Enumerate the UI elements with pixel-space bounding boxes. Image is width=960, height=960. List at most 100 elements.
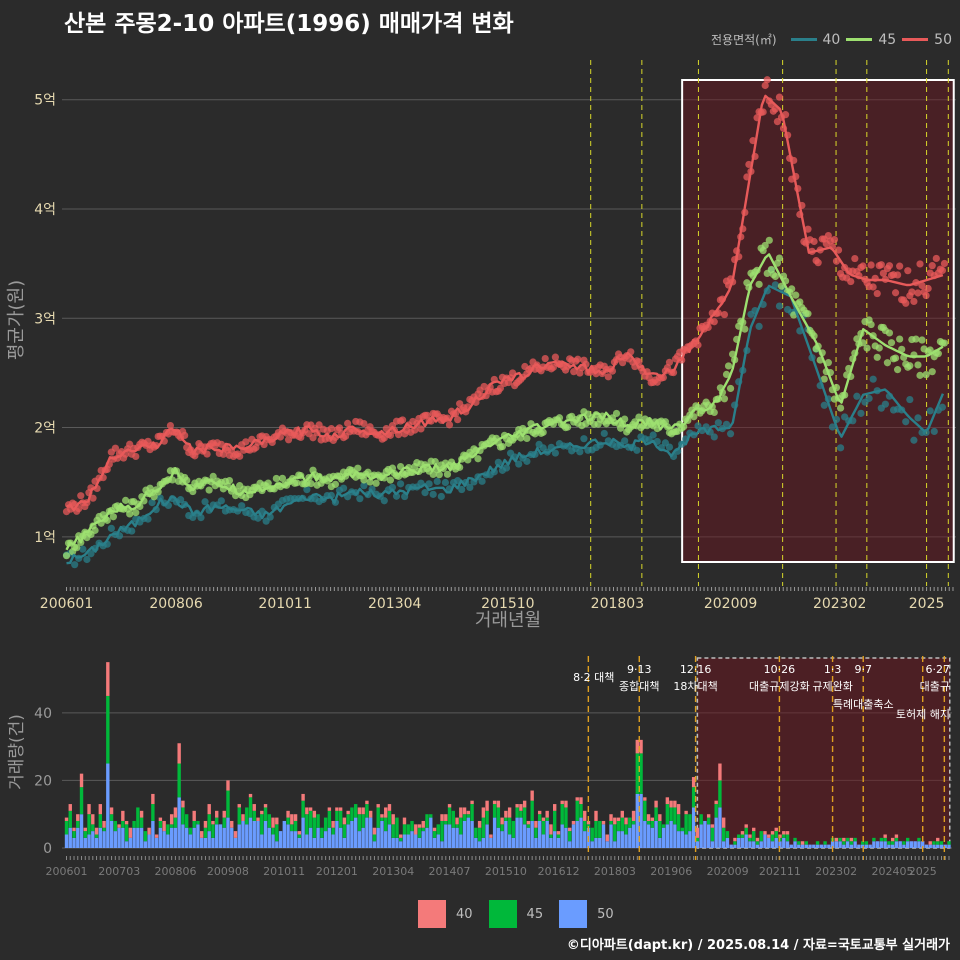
volume-bar-45 [853, 837, 857, 842]
scatter-point-50 [814, 259, 822, 267]
volume-bar-45 [293, 820, 298, 832]
scatter-point-45 [635, 413, 643, 421]
volume-bar-50 [624, 834, 628, 848]
chart-title: 산본 주몽2-10 아파트(1996) 매매가격 변화 [64, 11, 514, 37]
scatter-point-45 [264, 479, 272, 487]
scatter-point-50 [360, 420, 368, 428]
scatter-point-50 [938, 266, 947, 275]
volume-bar-40 [785, 831, 790, 835]
volume-bar-50 [151, 820, 155, 848]
volume-bar-45 [744, 827, 748, 835]
volume-bar-40 [537, 810, 542, 815]
scatter-point-40 [441, 478, 450, 487]
scatter-point-45 [775, 254, 784, 262]
volume-bar-50 [350, 820, 354, 848]
volume-bar-50 [733, 844, 737, 848]
volume-bar-45 [417, 827, 422, 838]
volume-bar-50 [643, 820, 647, 848]
volume-bar-45 [534, 827, 538, 838]
volume-bar-50 [590, 841, 594, 848]
y-axis-title: 거래량(건) [7, 714, 27, 790]
legend-line-50 [902, 38, 929, 41]
volume-bar-50 [215, 824, 219, 848]
volume-bar-50 [166, 834, 170, 848]
volume-bar-50 [380, 820, 384, 848]
volume-bar-45 [323, 817, 328, 832]
volume-bar-50 [665, 824, 670, 848]
volume-bar-45 [872, 837, 876, 842]
volume-bar-50 [507, 834, 512, 848]
volume-bar-50 [759, 841, 763, 848]
volume-bar-40 [564, 800, 568, 808]
volume-bar-40 [335, 807, 339, 811]
volume-bar-50 [312, 837, 317, 848]
volume-bar-50 [564, 827, 568, 848]
legend-swatch-45 [488, 900, 517, 928]
scatter-point-45 [722, 370, 731, 378]
scatter-point-40 [421, 489, 429, 497]
volume-bar-50 [384, 831, 388, 848]
volume-bar-50 [387, 824, 392, 848]
volume-bar-45 [215, 817, 219, 825]
volume-bar-45 [275, 824, 279, 842]
volume-bar-45 [804, 841, 808, 845]
volume-bar-50 [767, 837, 771, 848]
x-tick-label: 201304 [372, 865, 414, 878]
volume-bar-40 [519, 804, 523, 811]
scatter-point-45 [926, 346, 934, 354]
volume-bar-45 [387, 810, 392, 825]
volume-bar-40 [102, 820, 106, 828]
volume-bar-50 [489, 837, 493, 848]
volume-bar-50 [109, 820, 114, 848]
scatter-point-40 [853, 392, 861, 400]
volume-bar-45 [124, 824, 129, 842]
annotation-date: 10·26 [764, 663, 796, 676]
volume-bar-45 [894, 837, 899, 842]
scatter-point-45 [225, 476, 234, 485]
volume-bar-40 [706, 814, 711, 818]
volume-bar-40 [447, 804, 452, 808]
volume-bar-40 [770, 831, 775, 835]
scatter-point-40 [828, 423, 837, 431]
volume-bar-50 [417, 837, 422, 848]
volume-bar-50 [522, 824, 527, 848]
volume-bar-50 [297, 837, 302, 848]
scatter-point-45 [331, 480, 340, 488]
scatter-point-45 [386, 476, 395, 484]
volume-bar-50 [162, 831, 166, 848]
volume-bar-50 [515, 817, 519, 848]
volume-bar-50 [714, 817, 718, 848]
volume-bar-40 [530, 790, 534, 801]
volume-bar-45 [522, 807, 527, 825]
volume-bar-50 [331, 834, 335, 848]
volume-bar-45 [87, 814, 91, 835]
volume-bar-40 [79, 773, 84, 788]
volume-bar-45 [579, 804, 583, 818]
scatter-point-45 [820, 375, 828, 383]
scatter-point-50 [928, 262, 936, 270]
annotation-text: 18차대책 [673, 680, 717, 693]
volume-bar-45 [556, 834, 561, 838]
volume-bar-45 [755, 841, 760, 845]
volume-bar-50 [857, 844, 861, 848]
volume-bar-50 [76, 827, 80, 848]
scatter-point-40 [176, 496, 185, 504]
volume-bar-50 [492, 817, 497, 848]
scatter-point-40 [714, 419, 722, 427]
volume-bar-45 [504, 817, 508, 821]
volume-bar-45 [526, 824, 531, 828]
y-tick-label: 40 [34, 706, 52, 722]
volume-bar-45 [643, 800, 647, 821]
volume-bar-50 [680, 831, 685, 848]
scatter-point-40 [478, 477, 486, 485]
volume-bar-50 [740, 837, 745, 848]
scatter-point-40 [107, 524, 115, 532]
scatter-point-45 [883, 359, 892, 367]
volume-bar-50 [361, 827, 365, 848]
volume-bar-50 [474, 837, 478, 848]
volume-bar-40 [263, 804, 268, 808]
volume-bar-45 [650, 820, 655, 828]
volume-bar-45 [361, 814, 365, 828]
scatter-point-45 [278, 474, 287, 482]
volume-bar-50 [699, 824, 703, 848]
